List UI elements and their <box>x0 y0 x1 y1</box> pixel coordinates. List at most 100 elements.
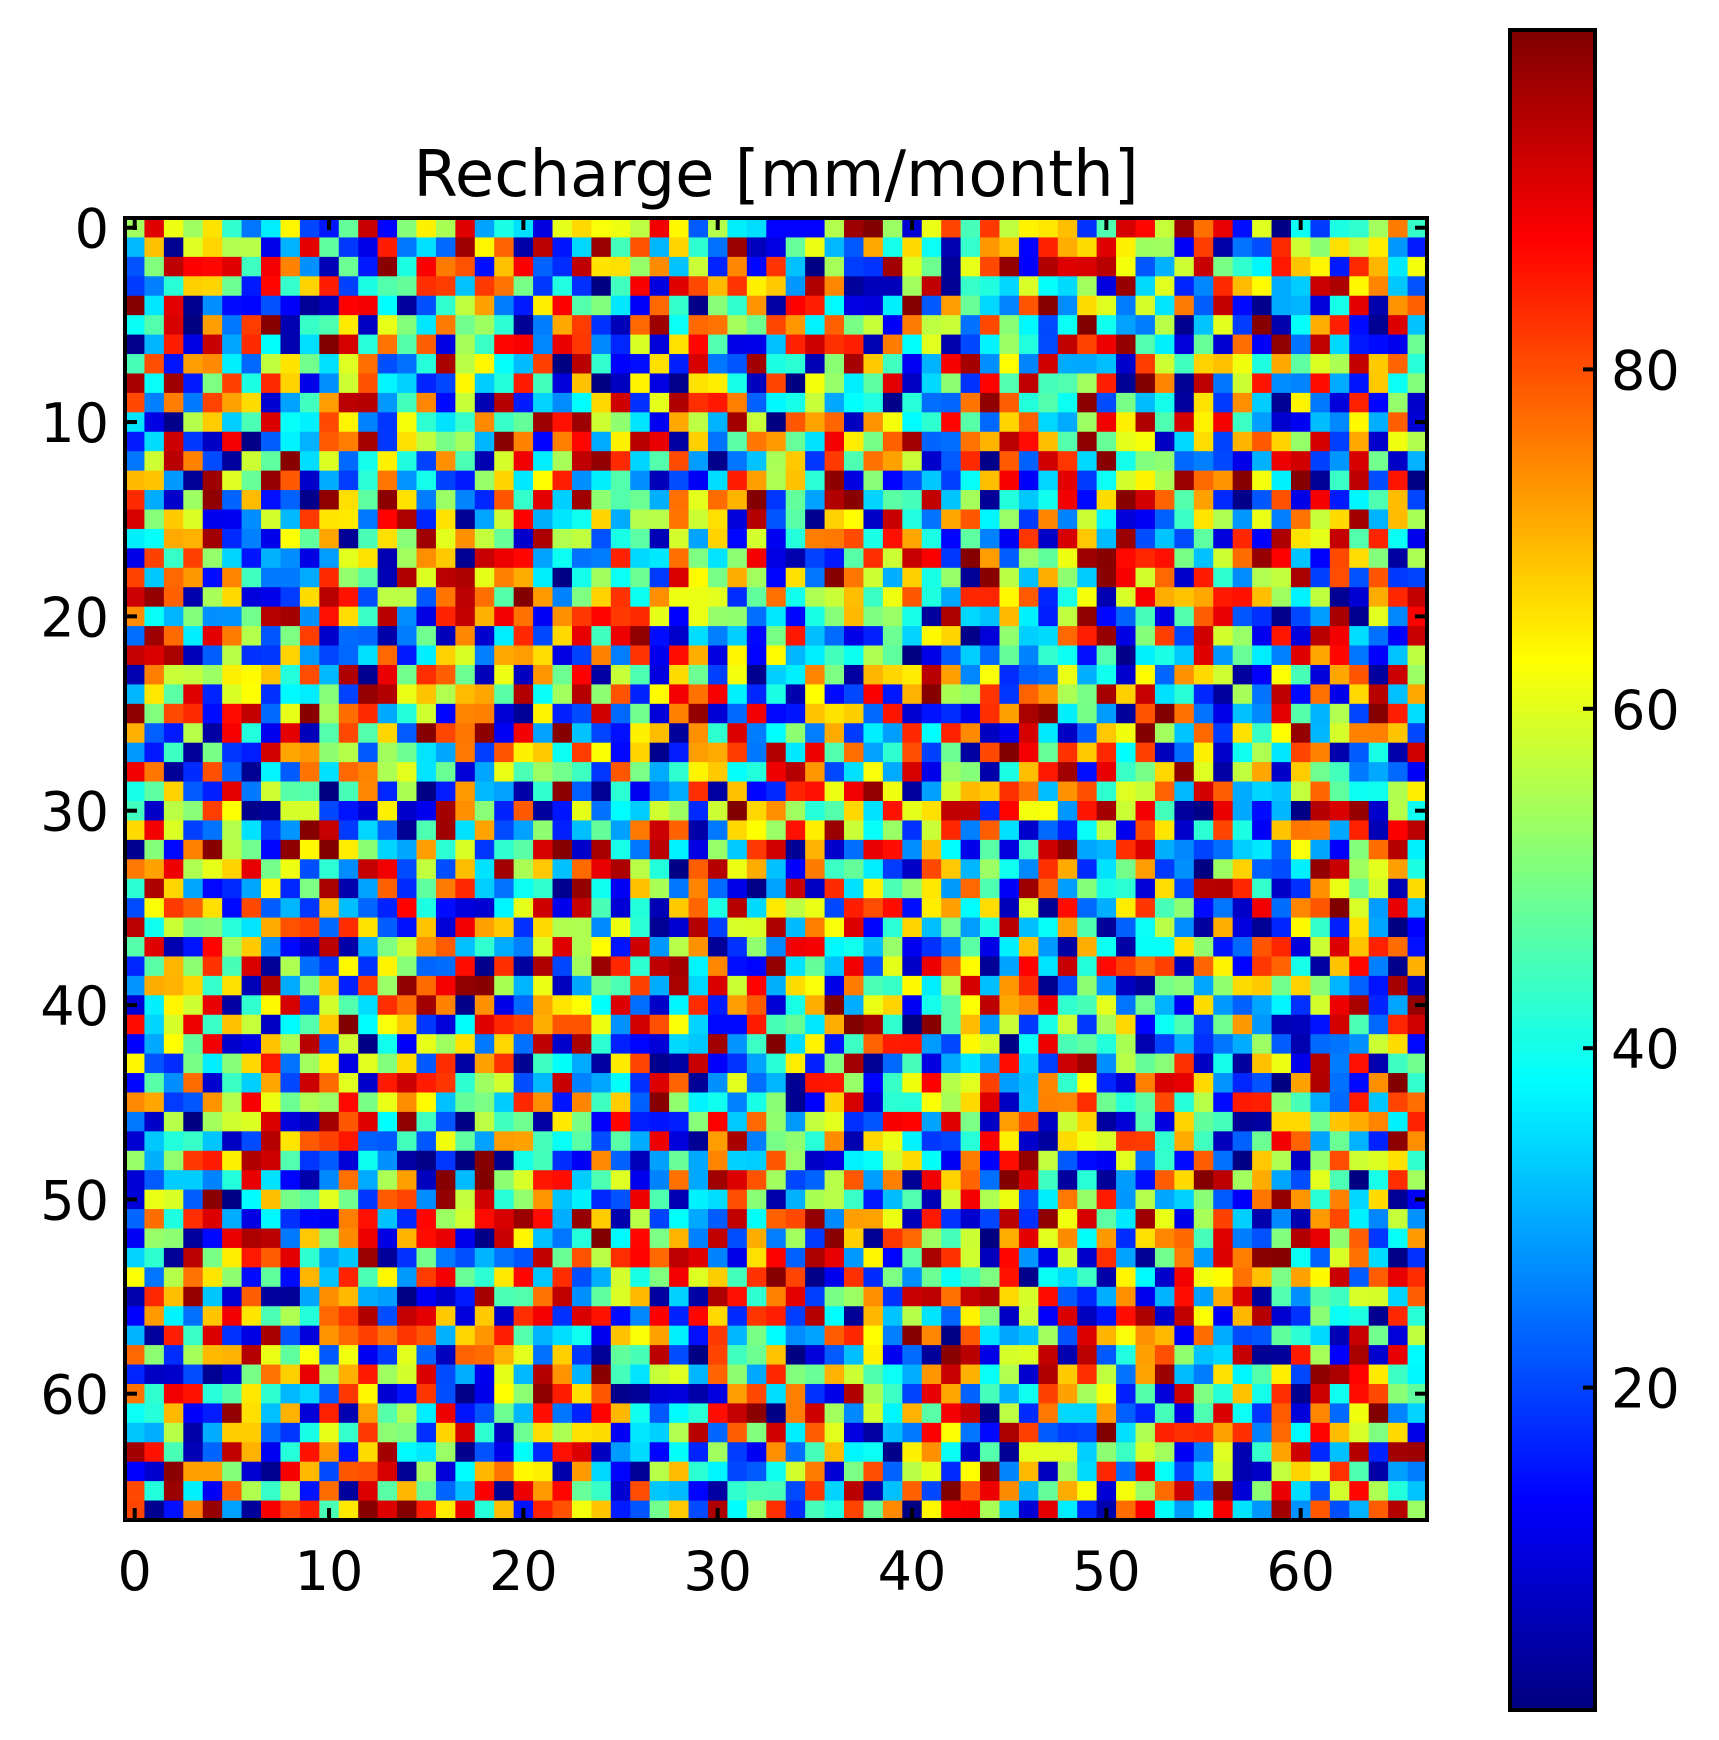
heatmap-cell <box>299 276 320 297</box>
heatmap-cell <box>202 412 223 433</box>
heatmap-cell <box>688 1286 709 1307</box>
heatmap-cell <box>941 334 962 355</box>
heatmap-cell <box>785 898 806 919</box>
heatmap-cell <box>999 800 1020 822</box>
heatmap-cell <box>921 820 942 841</box>
heatmap-cell <box>960 781 981 802</box>
heatmap-cell <box>338 956 359 977</box>
heatmap-cell <box>280 548 301 569</box>
heatmap-cell <box>163 781 184 802</box>
heatmap-cell <box>1018 859 1039 880</box>
heatmap-cell <box>1349 587 1370 608</box>
heatmap-cell <box>960 1286 981 1307</box>
heatmap-cell <box>746 1500 767 1521</box>
heatmap-cell <box>746 839 767 860</box>
heatmap-cell <box>1232 548 1253 569</box>
heatmap-cell <box>299 723 320 744</box>
heatmap-cell <box>1154 1092 1175 1113</box>
heatmap-cell <box>455 1286 476 1307</box>
heatmap-cell <box>1077 703 1098 724</box>
heatmap-cell <box>960 703 981 724</box>
heatmap-cell <box>202 917 223 938</box>
heatmap-cell <box>669 509 690 530</box>
heatmap-cell <box>1096 917 1117 938</box>
heatmap-cell <box>533 334 554 355</box>
heatmap-cell <box>1407 703 1428 724</box>
heatmap-cell <box>494 1189 515 1210</box>
heatmap-cell <box>591 1286 612 1307</box>
heatmap-cell <box>785 334 806 355</box>
heatmap-cell <box>163 1383 184 1404</box>
heatmap-cell <box>280 373 301 394</box>
heatmap-cell <box>1135 1073 1156 1094</box>
heatmap-cell <box>280 237 301 258</box>
heatmap-cell <box>1135 1403 1156 1424</box>
heatmap-cell <box>960 295 981 316</box>
heatmap-cell <box>1388 859 1409 880</box>
heatmap-cell <box>222 1403 243 1424</box>
heatmap-cell <box>261 1131 282 1152</box>
heatmap-cell <box>416 451 437 472</box>
heatmap-cell <box>125 742 146 763</box>
heatmap-cell <box>1290 1383 1311 1404</box>
heatmap-cell <box>669 1500 690 1521</box>
heatmap-cell <box>416 800 437 822</box>
heatmap-cell <box>435 1383 456 1404</box>
heatmap-cell <box>1193 1247 1214 1268</box>
heatmap-cell <box>610 237 631 258</box>
heatmap-cell <box>299 392 320 413</box>
heatmap-cell <box>435 509 456 530</box>
heatmap-cell <box>882 1364 903 1385</box>
heatmap-cell <box>552 567 573 588</box>
heatmap-cell <box>766 703 787 724</box>
heatmap-cell <box>766 937 787 958</box>
heatmap-cell <box>299 295 320 316</box>
heatmap-cell <box>1329 567 1350 588</box>
heatmap-cell <box>1310 995 1331 1016</box>
heatmap-cell <box>1135 470 1156 491</box>
heatmap-cell <box>999 917 1020 938</box>
heatmap-cell <box>1038 587 1059 608</box>
heatmap-cell <box>1154 800 1175 822</box>
heatmap-cell <box>844 1345 865 1366</box>
heatmap-cell <box>766 1073 787 1094</box>
heatmap-cell <box>1252 1267 1273 1288</box>
heatmap-cell <box>377 567 398 588</box>
heatmap-cell <box>1388 1209 1409 1230</box>
heatmap-cell <box>1271 820 1292 841</box>
heatmap-cell <box>125 859 146 880</box>
heatmap-cell <box>610 1073 631 1094</box>
heatmap-cell <box>494 917 515 938</box>
heatmap-cell <box>1193 1111 1214 1132</box>
heatmap-cell <box>125 528 146 549</box>
heatmap-cell <box>397 1325 418 1346</box>
heatmap-cell <box>533 1286 554 1307</box>
heatmap-cell <box>494 1150 515 1171</box>
heatmap-cell <box>163 1325 184 1346</box>
heatmap-cell <box>688 548 709 569</box>
heatmap-cell <box>1174 1325 1195 1346</box>
heatmap-cell <box>921 1014 942 1035</box>
heatmap-cell <box>397 354 418 375</box>
heatmap-cell <box>1349 1267 1370 1288</box>
heatmap-cell <box>591 626 612 647</box>
heatmap-cell <box>299 1247 320 1268</box>
heatmap-cell <box>766 587 787 608</box>
heatmap-cell <box>533 218 554 239</box>
heatmap-cell <box>766 218 787 239</box>
heatmap-cell <box>707 354 729 375</box>
heatmap-cell <box>1116 1150 1137 1171</box>
heatmap-cell <box>1388 451 1409 472</box>
heatmap-cell <box>1329 1014 1350 1035</box>
heatmap-cell <box>688 781 709 802</box>
heatmap-cell <box>241 1247 262 1268</box>
heatmap-cell <box>649 373 670 394</box>
heatmap-cell <box>610 1131 631 1152</box>
heatmap-cell <box>1038 1286 1059 1307</box>
heatmap-cell <box>299 587 320 608</box>
heatmap-cell <box>707 1073 729 1094</box>
heatmap-cell <box>435 1189 456 1210</box>
heatmap-cell <box>1290 1442 1311 1463</box>
heatmap-cell <box>1096 373 1117 394</box>
heatmap-cell <box>1310 1461 1331 1482</box>
